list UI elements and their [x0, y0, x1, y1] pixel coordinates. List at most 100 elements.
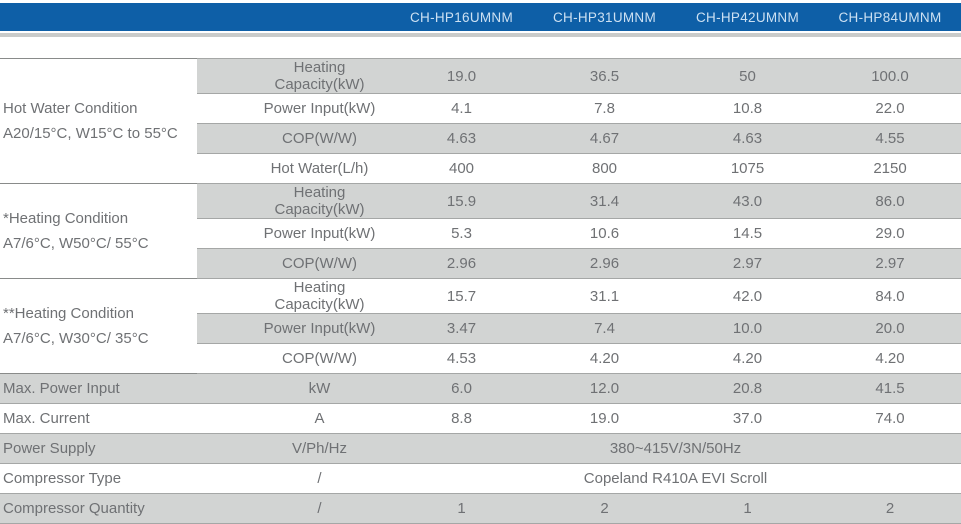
- table-row: **Heating Condition A7/6°C, W30°C/ 35°C …: [0, 278, 961, 374]
- spec-row-label-cell: Max. Power Input: [0, 373, 197, 404]
- spec-value-cell: 4.20: [533, 343, 676, 374]
- table-row: Power Supply V/Ph/Hz 380~415V/3N/50Hz: [0, 433, 961, 464]
- spec-value-cell: 1: [676, 493, 819, 524]
- spec-value-cell: 20.0: [819, 313, 961, 344]
- table-row: *Heating Condition A7/6°C, W50°C/ 55°C H…: [0, 183, 961, 279]
- spanning-value-cell: Copeland R410A EVI Scroll: [390, 463, 961, 494]
- spec-value-cell: 3.47: [390, 313, 533, 344]
- table-row: Max. Current A 8.8 19.0 37.0 74.0: [0, 403, 961, 434]
- spec-value-cell: 84.0: [819, 278, 961, 314]
- spec-value-cell: 5.3: [390, 218, 533, 249]
- table-row: Compressor Quantity / 1 2 1 2: [0, 493, 961, 524]
- model-name-header: CH-HP42UMNM: [695, 9, 800, 25]
- model-name-header: CH-HP31UMNM: [552, 9, 657, 25]
- spec-value-cell: 41.5: [819, 373, 961, 404]
- spec-value-cell: 86.0: [819, 183, 961, 219]
- spec-value-cell: 14.5: [676, 218, 819, 249]
- spec-value-cell: 6.0: [390, 373, 533, 404]
- spec-value-cell: 4.55: [819, 123, 961, 154]
- spec-value-cell: 37.0: [676, 403, 819, 434]
- spec-value-cell: 42.0: [676, 278, 819, 314]
- unit-cell: A: [197, 403, 390, 434]
- parameter-name-cell: Heating Capacity(kW): [197, 58, 390, 94]
- spec-value-cell: 400: [390, 153, 533, 184]
- condition-group-line: A20/15°C, W15°C to 55°C: [3, 125, 178, 142]
- spec-value-cell: 12.0: [533, 373, 676, 404]
- spec-value-cell: 10.6: [533, 218, 676, 249]
- spec-value-cell: 2150: [819, 153, 961, 184]
- spec-value-cell: 4.20: [676, 343, 819, 374]
- spec-row-label-cell: Max. Current: [0, 403, 197, 434]
- unit-cell: V/Ph/Hz: [197, 433, 390, 464]
- spec-value-cell: 7.4: [533, 313, 676, 344]
- unit-cell: kW: [197, 373, 390, 404]
- spec-value-cell: 2: [533, 493, 676, 524]
- parameter-name-cell: COP(W/W): [197, 343, 390, 374]
- spec-value-cell: 31.1: [533, 278, 676, 314]
- parameter-name-cell: Hot Water(L/h): [197, 153, 390, 184]
- spec-value-cell: 1: [390, 493, 533, 524]
- spec-value-cell: 4.63: [390, 123, 533, 154]
- table-row: Compressor Type / Copeland R410A EVI Scr…: [0, 463, 961, 494]
- parameter-name-cell: COP(W/W): [197, 123, 390, 154]
- heat-pump-spec-sheet: CH-HP16UMNM CH-HP31UMNM CH-HP42UMNM CH-H…: [0, 3, 961, 524]
- table-row: COP(W/W) 2.96 2.96 2.97 2.97: [0, 248, 961, 279]
- spec-value-cell: 2.97: [676, 248, 819, 279]
- spec-value-cell: 20.8: [676, 373, 819, 404]
- spec-value-cell: 22.0: [819, 93, 961, 124]
- table-row: Hot Water Condition A20/15°C, W15°C to 5…: [0, 58, 961, 184]
- model-name-header: CH-HP84UMNM: [838, 9, 942, 25]
- table-row: Max. Power Input kW 6.0 12.0 20.8 41.5: [0, 373, 961, 404]
- spec-value-cell: 4.20: [819, 343, 961, 374]
- spec-value-cell: 31.4: [533, 183, 676, 219]
- spec-row-label-cell: Compressor Quantity: [0, 493, 197, 524]
- spec-value-cell: 19.0: [390, 58, 533, 94]
- parameter-name-cell: Power Input(kW): [197, 218, 390, 249]
- parameter-name-cell: Power Input(kW): [197, 93, 390, 124]
- spec-value-cell: 29.0: [819, 218, 961, 249]
- spec-value-cell: 1075: [676, 153, 819, 184]
- model-name-header: CH-HP16UMNM: [409, 9, 514, 25]
- spec-value-cell: 10.8: [676, 93, 819, 124]
- spec-value-cell: 50: [676, 58, 819, 94]
- condition-group-line: A7/6°C, W50°C/ 55°C: [3, 235, 149, 252]
- spec-value-cell: 2.97: [819, 248, 961, 279]
- spec-value-cell: 10.0: [676, 313, 819, 344]
- condition-group-cell: **Heating Condition A7/6°C, W30°C/ 35°C: [0, 278, 197, 374]
- parameter-name-cell: Heating Capacity(kW): [197, 278, 390, 314]
- condition-group-cell: Hot Water Condition A20/15°C, W15°C to 5…: [0, 58, 197, 184]
- spec-value-cell: 36.5: [533, 58, 676, 94]
- table-row: Power Input(kW) 5.3 10.6 14.5 29.0: [0, 218, 961, 249]
- spec-value-cell: 19.0: [533, 403, 676, 434]
- condition-group-cell: *Heating Condition A7/6°C, W50°C/ 55°C: [0, 183, 197, 279]
- spec-value-cell: 2.96: [390, 248, 533, 279]
- spec-value-cell: 43.0: [676, 183, 819, 219]
- condition-group-line: Hot Water Condition: [3, 100, 138, 117]
- unit-cell: /: [197, 493, 390, 524]
- spec-row-label-cell: Compressor Type: [0, 463, 197, 494]
- model-header-bar: CH-HP16UMNM CH-HP31UMNM CH-HP42UMNM CH-H…: [0, 3, 961, 31]
- spec-value-cell: 4.1: [390, 93, 533, 124]
- spec-value-cell: 2.96: [533, 248, 676, 279]
- table-row: Power Input(kW) 3.47 7.4 10.0 20.0: [0, 313, 961, 344]
- header-divider-strip: [0, 33, 961, 37]
- spec-value-cell: 800: [533, 153, 676, 184]
- table-row: COP(W/W) 4.63 4.67 4.63 4.55: [0, 123, 961, 154]
- spec-value-cell: 100.0: [819, 58, 961, 94]
- condition-group-line: A7/6°C, W30°C/ 35°C: [3, 330, 149, 347]
- parameter-name-cell: Power Input(kW): [197, 313, 390, 344]
- condition-group-line: **Heating Condition: [3, 305, 134, 322]
- spec-value-cell: 8.8: [390, 403, 533, 434]
- spec-value-cell: 4.67: [533, 123, 676, 154]
- parameter-name-cell: Heating Capacity(kW): [197, 183, 390, 219]
- table-row: Hot Water(L/h) 400 800 1075 2150: [0, 153, 961, 184]
- spec-value-cell: 74.0: [819, 403, 961, 434]
- spec-value-cell: 15.9: [390, 183, 533, 219]
- condition-group-line: *Heating Condition: [3, 210, 129, 227]
- spec-value-cell: 15.7: [390, 278, 533, 314]
- spec-value-cell: 4.63: [676, 123, 819, 154]
- spec-value-cell: 4.53: [390, 343, 533, 374]
- parameter-name-cell: COP(W/W): [197, 248, 390, 279]
- spanning-value-cell: 380~415V/3N/50Hz: [390, 433, 961, 464]
- spec-value-cell: 2: [819, 493, 961, 524]
